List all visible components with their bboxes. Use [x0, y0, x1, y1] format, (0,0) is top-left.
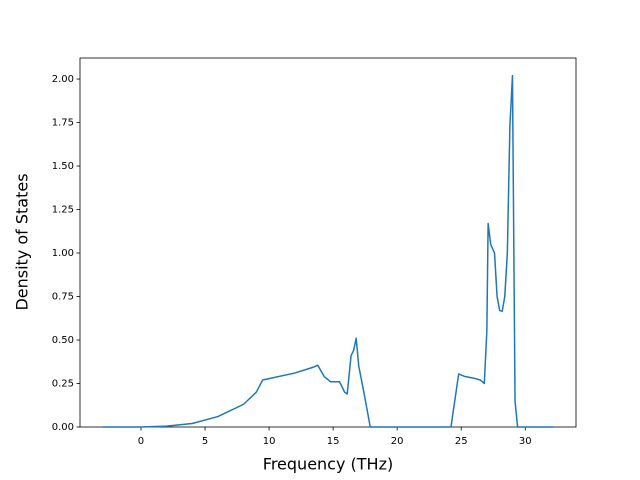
x-axis-title: Frequency (THz) — [263, 455, 393, 474]
y-axis-title: Density of States — [13, 173, 32, 310]
x-tick-label: 5 — [202, 436, 208, 447]
plot-frame — [79, 57, 577, 428]
y-tick-label: 2.00 — [52, 74, 74, 85]
x-tick-label: 20 — [391, 436, 404, 447]
y-tick-label: 0.50 — [52, 335, 74, 346]
y-tick-label: 1.75 — [52, 118, 74, 129]
line-series — [102, 74, 554, 428]
y-tick-label: 1.25 — [52, 205, 74, 216]
y-tick-label: 1.00 — [52, 248, 74, 259]
y-tick-label: 0.25 — [52, 379, 74, 390]
x-tick-label: 10 — [263, 436, 276, 447]
x-tick-label: 30 — [519, 436, 532, 447]
y-tick-label: 0.00 — [52, 422, 74, 433]
x-tick-label: 0 — [138, 436, 144, 447]
x-tick-label: 15 — [327, 436, 340, 447]
y-tick-label: 0.75 — [52, 292, 74, 303]
y-tick-label: 1.50 — [52, 161, 74, 172]
x-tick-label: 25 — [455, 436, 468, 447]
